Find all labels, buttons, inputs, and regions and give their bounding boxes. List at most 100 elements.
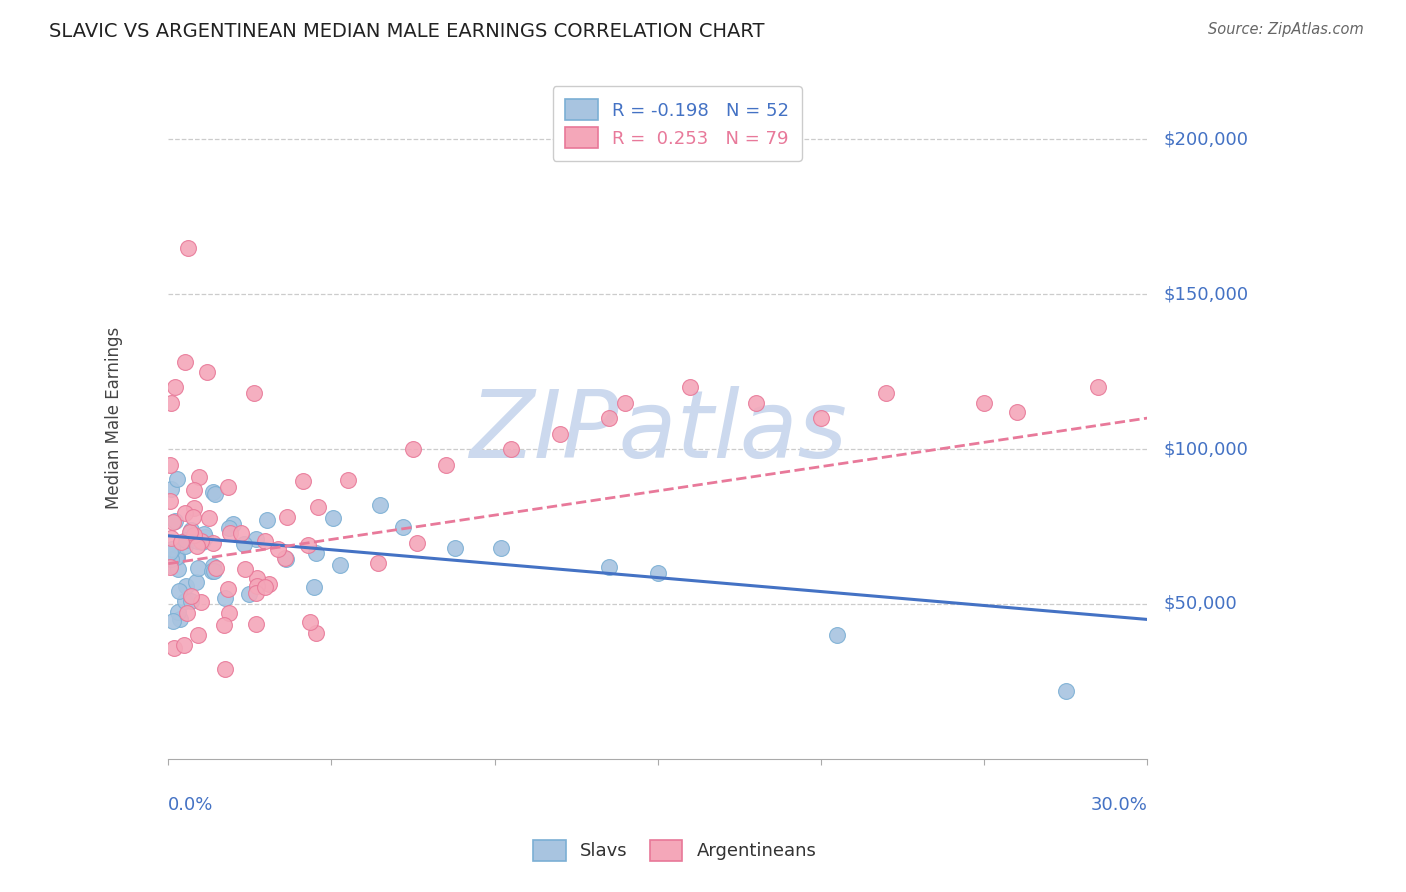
Point bbox=[1087, 380, 1109, 394]
Point bbox=[163, 640, 186, 655]
Point bbox=[204, 486, 226, 500]
Point bbox=[406, 536, 429, 550]
Point bbox=[177, 241, 200, 255]
Point bbox=[274, 552, 297, 566]
Point bbox=[174, 506, 197, 520]
Point bbox=[274, 550, 297, 565]
Point bbox=[159, 558, 181, 573]
Point bbox=[679, 380, 702, 394]
Point bbox=[183, 500, 205, 515]
Point bbox=[238, 586, 260, 600]
Legend: R = -0.198   N = 52, R =  0.253   N = 79: R = -0.198 N = 52, R = 0.253 N = 79 bbox=[553, 87, 801, 161]
Point bbox=[875, 386, 897, 401]
Point bbox=[245, 616, 267, 631]
Legend: Slavs, Argentineans: Slavs, Argentineans bbox=[524, 830, 825, 870]
Point bbox=[254, 580, 277, 594]
Point bbox=[163, 380, 186, 394]
Point bbox=[647, 566, 669, 580]
Point bbox=[167, 562, 190, 576]
Point bbox=[229, 525, 252, 540]
Point bbox=[193, 527, 215, 541]
Point bbox=[302, 581, 325, 595]
Point bbox=[219, 525, 242, 540]
Point bbox=[548, 426, 571, 441]
Point bbox=[1005, 405, 1028, 419]
Point bbox=[160, 483, 183, 497]
Point bbox=[179, 525, 201, 540]
Point bbox=[187, 469, 209, 483]
Point bbox=[187, 561, 209, 575]
Point bbox=[186, 540, 208, 554]
Point bbox=[159, 560, 181, 574]
Point bbox=[246, 571, 269, 585]
Point bbox=[167, 605, 190, 619]
Text: $150,000: $150,000 bbox=[1163, 285, 1249, 303]
Point bbox=[499, 442, 522, 456]
Point bbox=[167, 584, 190, 599]
Point bbox=[180, 594, 202, 608]
Point bbox=[183, 528, 205, 542]
Point bbox=[194, 529, 217, 543]
Point bbox=[170, 535, 193, 549]
Point bbox=[256, 513, 278, 527]
Point bbox=[367, 556, 389, 570]
Point bbox=[165, 549, 187, 564]
Point bbox=[176, 607, 198, 621]
Point bbox=[181, 510, 204, 524]
Point bbox=[217, 582, 239, 596]
Point bbox=[190, 534, 212, 549]
Point bbox=[214, 662, 236, 676]
Point bbox=[190, 595, 212, 609]
Point bbox=[214, 591, 236, 605]
Point bbox=[218, 606, 240, 620]
Text: $50,000: $50,000 bbox=[1163, 595, 1237, 613]
Point bbox=[402, 442, 425, 456]
Point bbox=[214, 618, 236, 632]
Point bbox=[217, 480, 239, 494]
Point bbox=[186, 533, 208, 548]
Point bbox=[336, 473, 359, 487]
Point bbox=[307, 500, 329, 515]
Point bbox=[174, 533, 197, 548]
Point bbox=[166, 472, 188, 486]
Point bbox=[245, 586, 267, 600]
Point bbox=[825, 628, 848, 642]
Point bbox=[205, 561, 228, 575]
Point bbox=[187, 627, 209, 641]
Point bbox=[201, 564, 224, 578]
Text: 30.0%: 30.0% bbox=[1090, 797, 1147, 814]
Point bbox=[162, 614, 184, 628]
Text: Source: ZipAtlas.com: Source: ZipAtlas.com bbox=[1208, 22, 1364, 37]
Text: ZIPatlas: ZIPatlas bbox=[468, 386, 846, 477]
Point bbox=[159, 458, 181, 472]
Point bbox=[322, 510, 344, 524]
Point bbox=[254, 534, 277, 549]
Point bbox=[174, 579, 197, 593]
Point bbox=[444, 541, 467, 556]
Point bbox=[297, 538, 319, 552]
Point bbox=[370, 498, 392, 512]
Point bbox=[159, 532, 181, 546]
Point bbox=[201, 536, 224, 550]
Point bbox=[257, 577, 280, 591]
Point bbox=[202, 558, 225, 573]
Point bbox=[159, 552, 181, 566]
Point bbox=[243, 386, 266, 401]
Point bbox=[276, 510, 298, 524]
Point bbox=[246, 579, 269, 593]
Point bbox=[434, 458, 457, 472]
Text: $100,000: $100,000 bbox=[1163, 440, 1249, 458]
Point bbox=[222, 517, 245, 532]
Point bbox=[305, 626, 328, 640]
Text: Median Male Earnings: Median Male Earnings bbox=[105, 327, 124, 509]
Point bbox=[598, 411, 620, 425]
Point bbox=[392, 519, 415, 533]
Point bbox=[162, 516, 184, 530]
Point bbox=[973, 395, 995, 409]
Point bbox=[169, 612, 191, 626]
Point bbox=[614, 395, 637, 409]
Point bbox=[810, 411, 832, 425]
Point bbox=[195, 365, 218, 379]
Text: $200,000: $200,000 bbox=[1163, 130, 1249, 148]
Point bbox=[180, 589, 202, 603]
